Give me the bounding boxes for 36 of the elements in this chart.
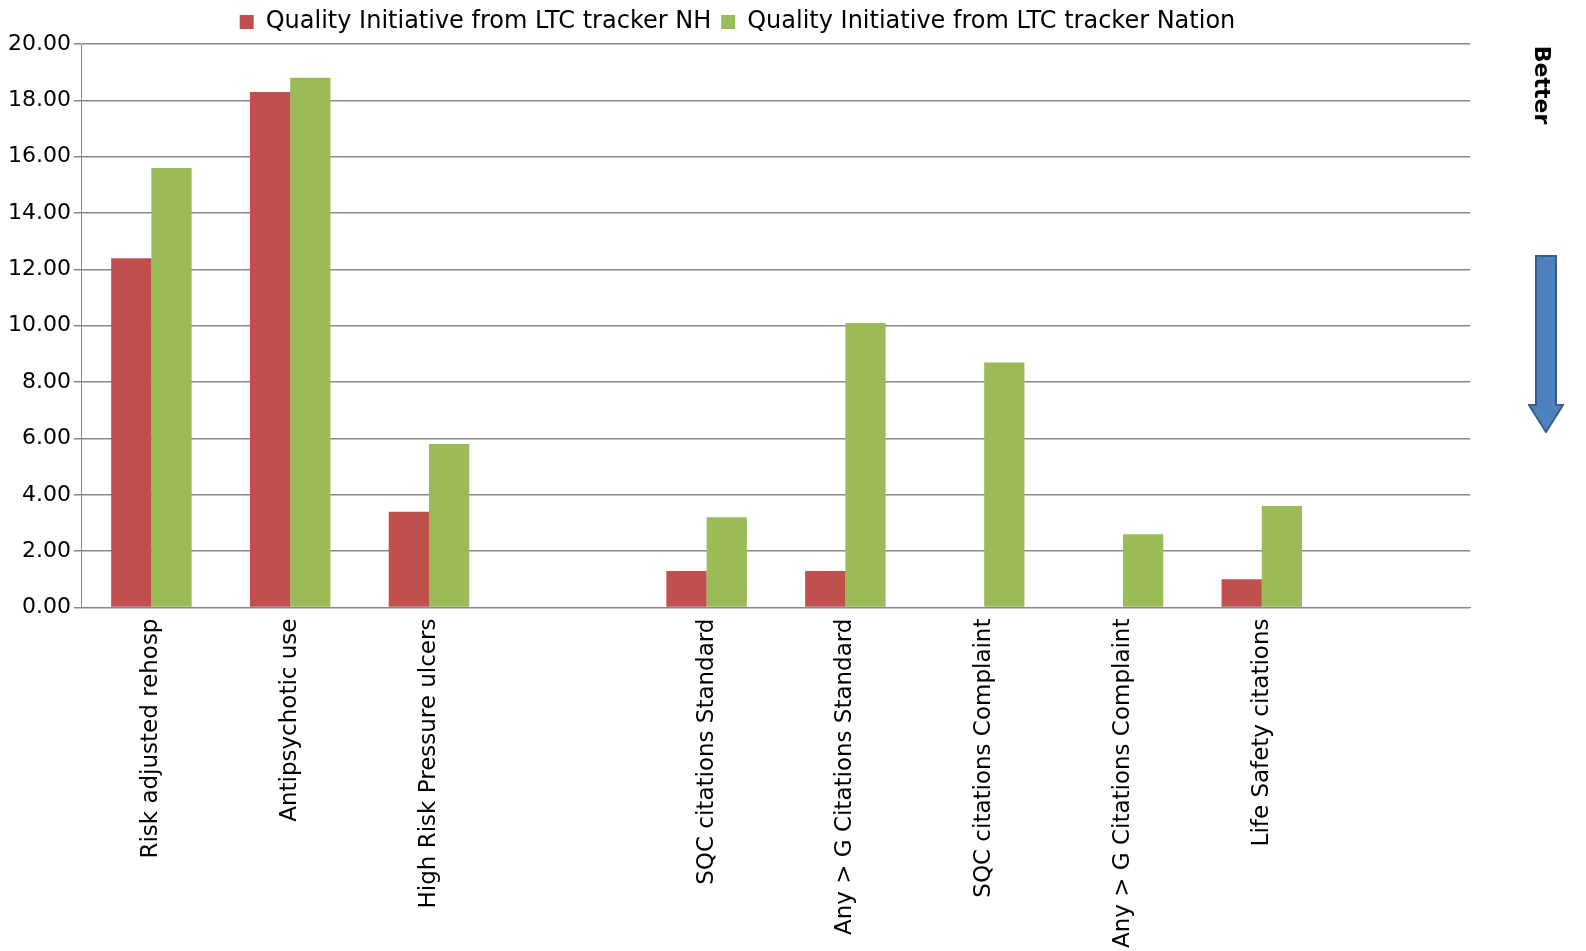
bar — [666, 570, 707, 607]
bar — [111, 258, 152, 607]
x-tick-label: Any > G Citations Standard — [830, 618, 857, 936]
bar — [388, 511, 429, 607]
y-tick-label: 8.00 — [22, 367, 71, 393]
x-tick-label: Life Safety citations — [1246, 618, 1273, 847]
x-tick-label: Antipsychotic use — [275, 618, 302, 822]
bar — [428, 444, 470, 607]
y-tick-label: 20.00 — [8, 29, 71, 55]
bar — [706, 517, 747, 607]
x-tick-label: Any > G Citations Complaint — [1107, 618, 1134, 948]
y-tick-label: 4.00 — [22, 480, 71, 506]
bar — [1122, 534, 1164, 607]
y-tick-label: 6.00 — [22, 424, 71, 450]
y-tick-label: 10.00 — [8, 311, 71, 337]
bar — [1261, 506, 1303, 607]
bar — [290, 77, 331, 607]
y-tick-label: 18.00 — [8, 86, 71, 112]
legend-label: Quality Initiative from LTC tracker Nation — [747, 6, 1236, 35]
y-tick-label: 16.00 — [8, 142, 71, 168]
legend-label: Quality Initiative from LTC tracker NH — [265, 6, 712, 35]
bar — [805, 570, 846, 607]
x-tick-label: Risk adjusted rehosp — [136, 618, 163, 859]
y-tick-label: 2.00 — [22, 536, 71, 562]
bar — [151, 167, 192, 607]
bar — [845, 322, 886, 607]
y-tick-label: 0.00 — [22, 593, 71, 619]
y-tick-label: 14.00 — [8, 198, 71, 224]
text: Better — [1529, 44, 1555, 127]
x-tick-label: SQC citations Complaint — [969, 618, 996, 898]
bar — [1221, 579, 1262, 607]
bar — [984, 362, 1025, 607]
x-tick-label: High Risk Pressure ulcers — [413, 618, 440, 909]
bar — [249, 91, 291, 607]
x-tick-label: SQC citations Standard — [691, 618, 718, 885]
y-tick-label: 12.00 — [8, 255, 71, 281]
